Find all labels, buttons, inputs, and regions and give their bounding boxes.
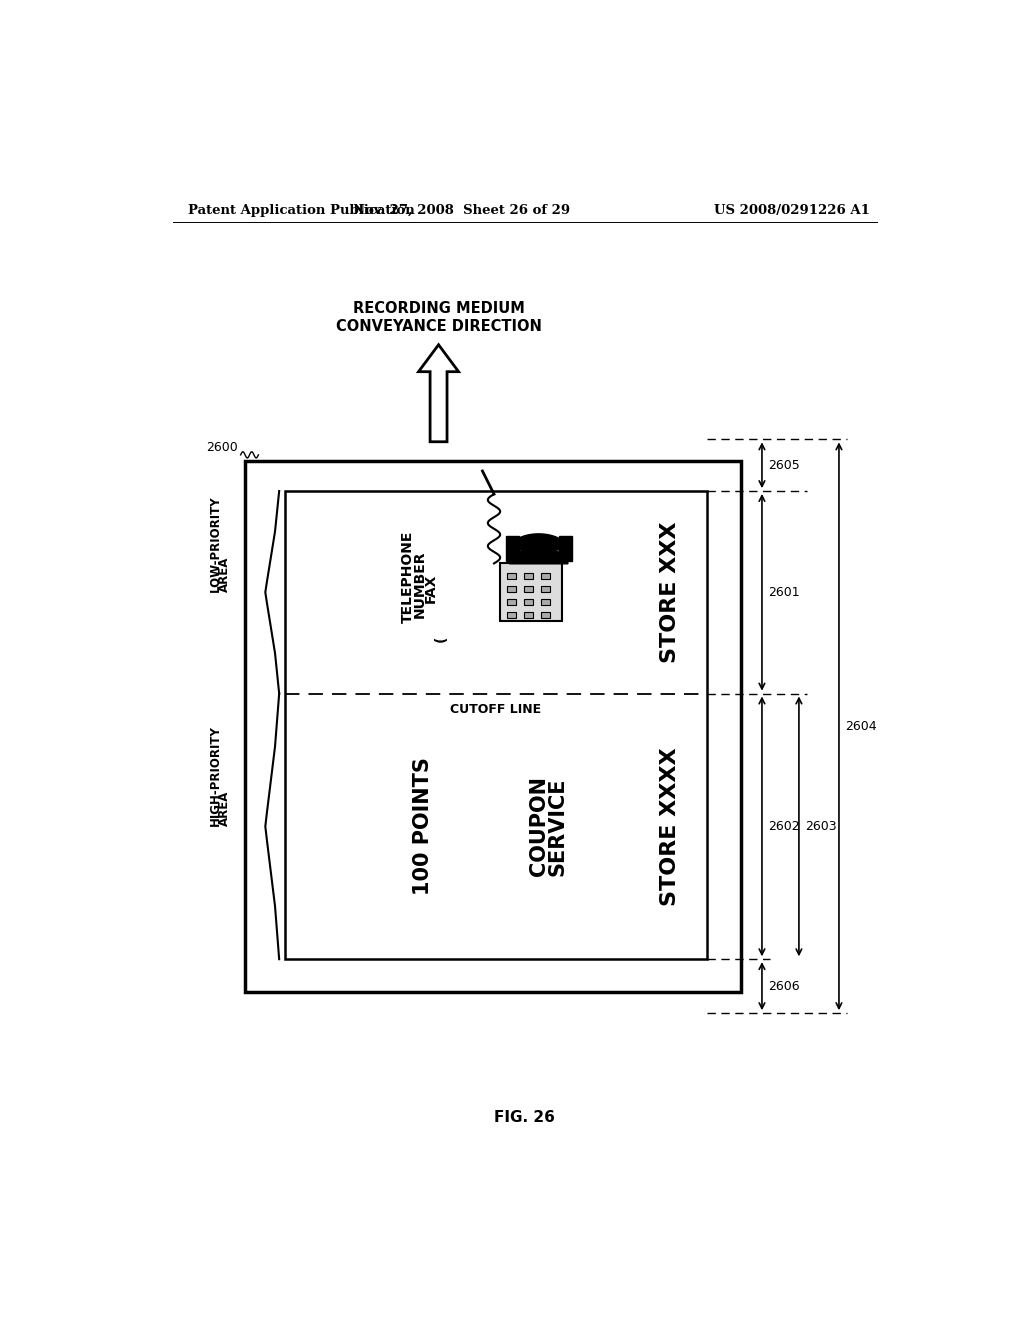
Text: Patent Application Publication: Patent Application Publication (188, 205, 415, 218)
Polygon shape (509, 533, 568, 550)
Text: 2604: 2604 (845, 719, 877, 733)
FancyArrow shape (419, 345, 459, 442)
Polygon shape (509, 548, 568, 564)
Text: 2605: 2605 (768, 459, 800, 471)
Text: Nov. 27, 2008  Sheet 26 of 29: Nov. 27, 2008 Sheet 26 of 29 (353, 205, 570, 218)
Bar (507, 599, 516, 606)
Bar (541, 586, 550, 593)
Text: 2606: 2606 (768, 979, 800, 993)
Text: NUMBER: NUMBER (413, 550, 426, 618)
Bar (524, 599, 534, 606)
Bar (541, 599, 550, 606)
Text: 2601: 2601 (768, 586, 800, 599)
Text: STORE XXX: STORE XXX (659, 521, 680, 663)
Text: RECORDING MEDIUM: RECORDING MEDIUM (352, 301, 524, 315)
Polygon shape (559, 536, 571, 561)
Text: 2603: 2603 (805, 820, 837, 833)
Text: FIG. 26: FIG. 26 (495, 1110, 555, 1125)
Text: 100 POINTS: 100 POINTS (413, 758, 433, 895)
Text: FAX: FAX (424, 574, 438, 603)
Text: AREA: AREA (218, 791, 231, 826)
Text: AREA: AREA (218, 557, 231, 593)
Text: CONVEYANCE DIRECTION: CONVEYANCE DIRECTION (336, 318, 542, 334)
Bar (500, 564, 562, 622)
Text: 2602: 2602 (768, 820, 800, 833)
Text: SERVICE: SERVICE (548, 777, 568, 875)
Bar (541, 573, 550, 579)
Bar (524, 586, 534, 593)
Text: TELEPHONE: TELEPHONE (400, 531, 415, 623)
Text: CUTOFF LINE: CUTOFF LINE (450, 702, 541, 715)
Polygon shape (506, 536, 518, 561)
Bar (245, 461, 741, 991)
Bar (524, 573, 534, 579)
Text: LOW-PRIORITY: LOW-PRIORITY (209, 496, 222, 593)
Bar (507, 612, 516, 619)
Text: COUPON: COUPON (528, 776, 549, 876)
Bar (541, 612, 550, 619)
Bar (524, 612, 534, 619)
Bar (507, 586, 516, 593)
Text: (: ( (434, 635, 447, 642)
Text: HIGH-PRIORITY: HIGH-PRIORITY (209, 726, 222, 826)
Text: US 2008/0291226 A1: US 2008/0291226 A1 (714, 205, 869, 218)
Bar (285, 491, 707, 960)
Bar (507, 573, 516, 579)
Text: STORE XXXX: STORE XXXX (659, 747, 680, 906)
Text: 2600: 2600 (207, 441, 239, 454)
